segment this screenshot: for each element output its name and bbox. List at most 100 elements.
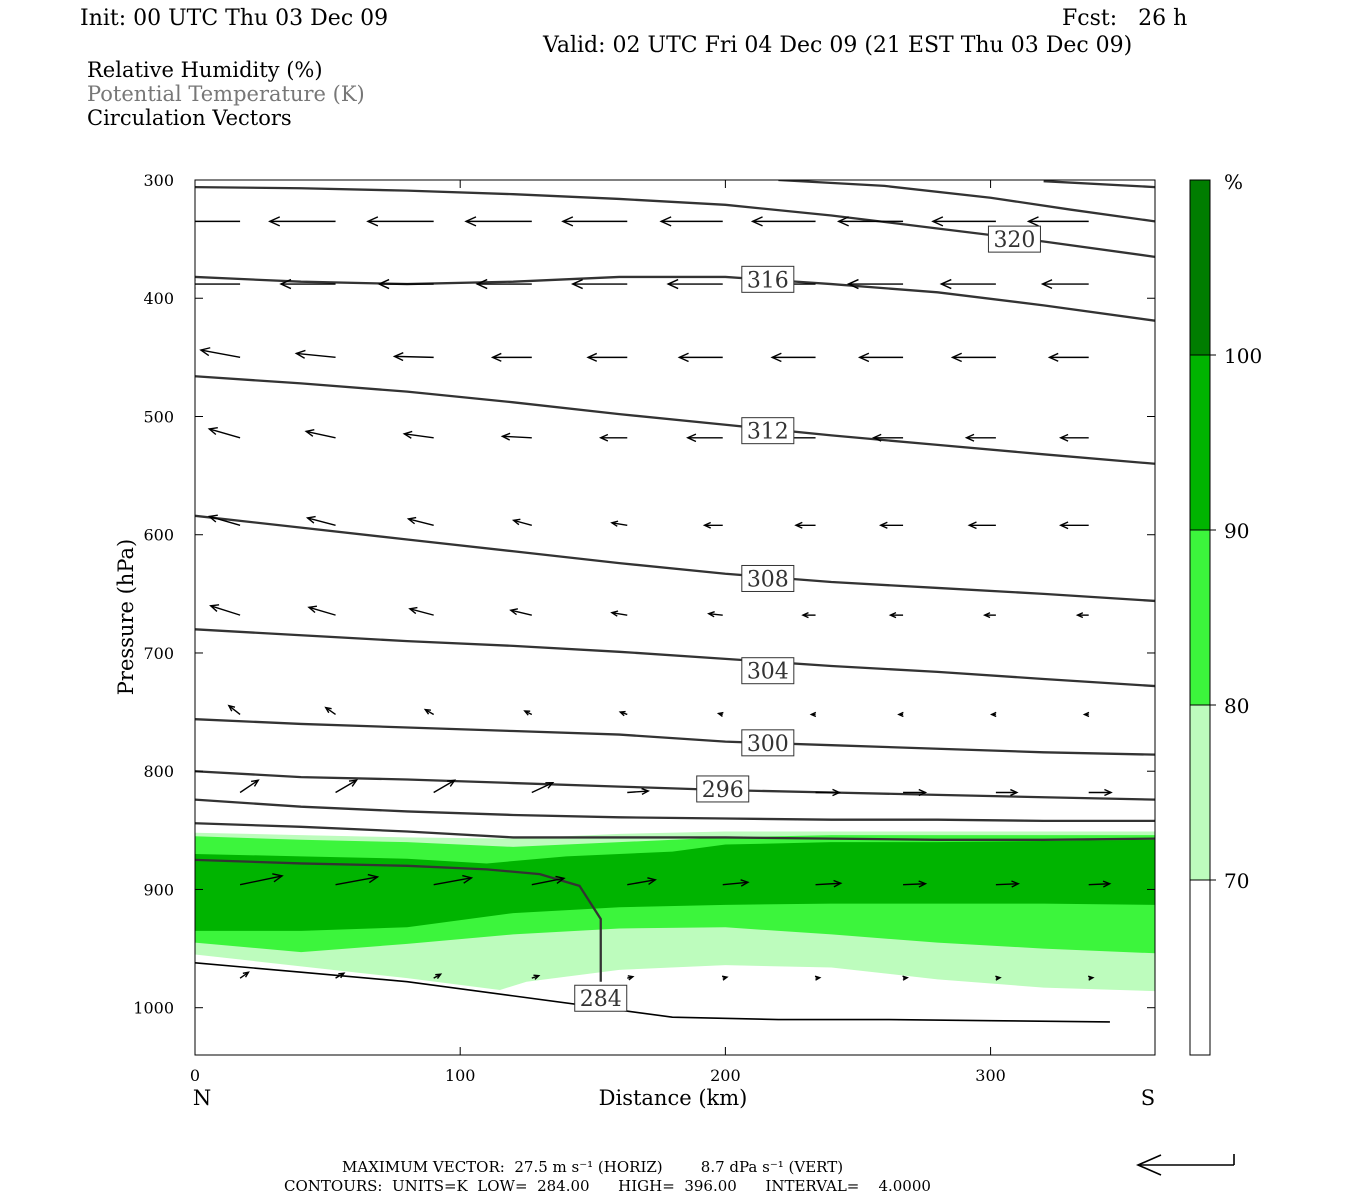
- circulation-vector: [433, 779, 457, 794]
- vector-head: [570, 278, 583, 290]
- vector-head: [462, 874, 474, 884]
- circulation-vector: [950, 352, 996, 363]
- circulation-vector: [586, 352, 628, 362]
- vector-head: [677, 352, 689, 363]
- circulation-vector: [814, 975, 822, 981]
- ground-line: [195, 961, 1110, 1023]
- x-tick-label: 0: [190, 1066, 200, 1085]
- forecast-hour: Fcst: 26 h: [1062, 6, 1187, 31]
- y-tick-label: 300: [143, 171, 174, 190]
- vector-head: [408, 606, 418, 615]
- vector-head: [950, 352, 962, 363]
- circulation-vector: [523, 710, 533, 716]
- vector-shaft: [307, 517, 336, 526]
- colorbar-unit: %: [1224, 170, 1243, 194]
- max-vector-text: MAXIMUM VECTOR: 27.5 m s⁻¹ (HORIZ) 8.7 d…: [342, 1158, 843, 1176]
- vector-shaft: [627, 790, 649, 794]
- vector-shaft: [1088, 883, 1110, 886]
- circulation-vector: [815, 788, 842, 797]
- vector-head: [294, 349, 306, 359]
- theta-contour-308: [195, 514, 1155, 603]
- colorbar-segment: [1189, 529, 1211, 706]
- circulation-vector: [239, 779, 260, 794]
- reference-vector-icon: [1135, 1154, 1235, 1176]
- circulation-vector: [324, 706, 336, 716]
- vector-head: [242, 971, 250, 978]
- vector-shaft: [513, 519, 532, 526]
- vector-head: [1026, 216, 1039, 227]
- vector-shaft: [239, 875, 283, 886]
- vector-head: [964, 433, 975, 442]
- circulation-vector: [195, 278, 241, 290]
- vector-shaft: [502, 435, 532, 439]
- circulation-vector: [902, 975, 909, 981]
- vector-head: [918, 880, 928, 888]
- x-tick-label: 100: [445, 1066, 476, 1085]
- theta-contour-304: [195, 628, 1155, 688]
- vector-head: [366, 216, 379, 227]
- circulation-vector: [392, 352, 434, 362]
- legend-rh: Relative Humidity (%): [87, 58, 323, 82]
- rh-band-90: [195, 839, 1155, 931]
- circulation-vector: [982, 612, 996, 619]
- circulation-vector: [659, 216, 723, 227]
- theta-contour-316: [195, 275, 1155, 322]
- circulation-vector: [239, 873, 284, 886]
- circulation-vector: [598, 433, 628, 442]
- vector-head: [610, 610, 619, 617]
- contour-label-284: 284: [574, 984, 628, 1012]
- vector-head: [406, 516, 417, 525]
- contour-label-text: 308: [747, 567, 789, 592]
- circulation-vector: [1088, 788, 1113, 797]
- vector-head: [268, 216, 281, 227]
- theta-contour-284: [195, 858, 602, 982]
- vector-shaft: [433, 779, 456, 794]
- vector-head: [555, 875, 566, 884]
- circulation-vector: [627, 975, 635, 981]
- vector-shaft: [433, 877, 472, 886]
- circulation-vector: [677, 352, 723, 363]
- vector-head: [500, 432, 511, 441]
- circulation-vector: [531, 781, 555, 794]
- y-axis-label: Pressure (hPa): [114, 539, 138, 695]
- vector-head: [561, 216, 574, 227]
- vector-shaft: [510, 609, 532, 616]
- vector-shaft: [995, 883, 1019, 886]
- vector-head: [931, 216, 944, 227]
- vector-head: [716, 711, 724, 718]
- circulation-vector: [995, 975, 1002, 981]
- circulation-vector: [464, 216, 532, 227]
- circulation-vector: [366, 216, 434, 227]
- circulation-vector: [509, 608, 532, 616]
- rh-fill-layer: [195, 831, 1155, 1023]
- plot-frame: [194, 179, 1156, 1056]
- circulation-vector: [423, 708, 435, 716]
- circulation-vector: [809, 711, 817, 718]
- vector-head: [305, 515, 316, 524]
- vector-head: [1058, 433, 1069, 442]
- vector-head: [750, 216, 763, 227]
- colorbar-tick-label: 70: [1224, 869, 1249, 893]
- vector-head: [1075, 612, 1084, 619]
- colorbar-segment: [1189, 704, 1211, 881]
- circulation-vector: [995, 880, 1020, 888]
- north-label: N: [193, 1086, 211, 1110]
- vector-head: [809, 711, 817, 718]
- contour-label-300: 300: [741, 729, 795, 757]
- vector-shaft: [611, 611, 628, 616]
- contour-label-box: [741, 564, 795, 592]
- contour-label-312: 312: [741, 417, 795, 445]
- y-tick-label: 600: [143, 526, 174, 545]
- contour-label-296: 296: [696, 775, 750, 803]
- colorbar-segment: [1189, 179, 1211, 356]
- vector-head: [509, 608, 519, 616]
- theta-contour-324: [778, 180, 1155, 223]
- circulation-vector: [857, 352, 904, 363]
- circulation-vector: [402, 430, 434, 439]
- contour-label-text: 284: [580, 987, 622, 1012]
- vector-head: [989, 711, 997, 718]
- contour-label-text: 316: [747, 268, 789, 293]
- vector-head: [586, 352, 598, 362]
- vector-head: [832, 788, 842, 797]
